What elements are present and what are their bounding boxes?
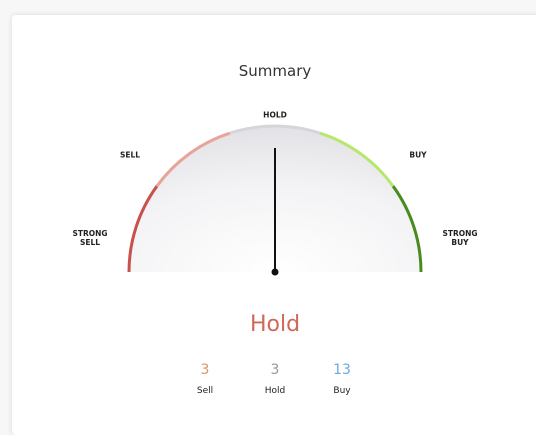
card-title: Summary: [238, 62, 312, 80]
gauge-segment: [155, 131, 231, 188]
page: Summary STRONG SELL SELL HOLD BUY STRONG…: [72, 62, 478, 396]
count-label: Sell: [196, 386, 214, 396]
gauge-label: STRONG BUY: [442, 229, 478, 247]
gauge-label: HOLD: [263, 110, 287, 120]
gauge-label: STRONG SELL: [72, 229, 108, 247]
count: 3 Sell: [175, 362, 235, 396]
count-value: 3: [200, 362, 210, 378]
gauge: [127, 124, 423, 276]
count-value: 3: [270, 362, 280, 378]
gauge-label: SELL: [119, 150, 141, 160]
result: Hold: [249, 312, 301, 337]
count-label: Hold: [264, 386, 286, 396]
gauge-segment: [319, 131, 395, 188]
count: 13 Buy: [312, 362, 372, 396]
gauge-segment: [229, 124, 321, 135]
gauge-label: BUY: [409, 150, 427, 160]
gauge-segment: [127, 185, 159, 273]
count-label: Buy: [333, 386, 351, 396]
count: 3 Hold: [245, 362, 305, 396]
gauge-segment: [391, 185, 423, 273]
count-value: 13: [333, 362, 351, 378]
needle-hub: [271, 268, 279, 276]
